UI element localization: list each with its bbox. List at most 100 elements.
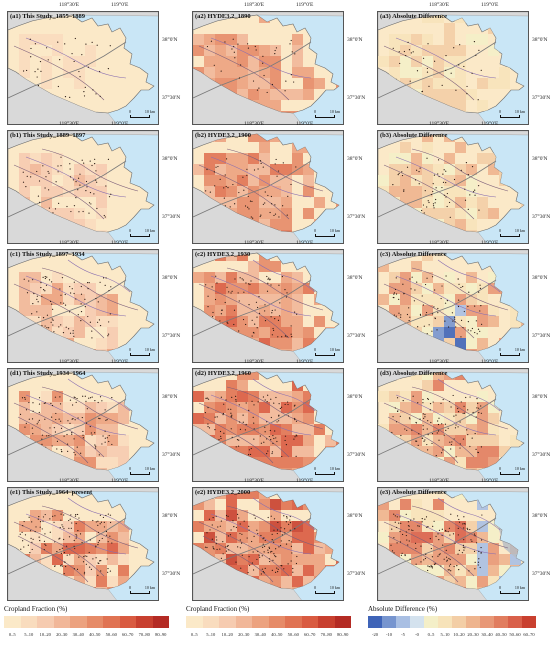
settlement-point — [408, 540, 410, 542]
settlement-point — [285, 296, 288, 298]
grid-cell — [281, 435, 292, 446]
grid-cell — [96, 587, 107, 589]
settlement-point — [288, 540, 290, 542]
settlement-point — [230, 408, 232, 410]
settlement-point — [409, 316, 411, 318]
settlement-point — [26, 292, 29, 294]
grid-cell — [270, 521, 281, 532]
grid-cell — [466, 457, 477, 468]
settlement-point — [284, 289, 286, 291]
settlement-point — [264, 567, 266, 570]
grid-cell — [422, 402, 433, 413]
grid-cell — [281, 208, 292, 219]
settlement-point — [480, 69, 482, 71]
scale-label-start: 0 — [499, 585, 501, 590]
settlement-point — [59, 288, 61, 290]
grid-cell — [433, 197, 444, 208]
settlement-point — [48, 207, 51, 209]
legend-swatch — [70, 616, 87, 628]
grid-cell — [226, 164, 237, 175]
settlement-point — [63, 552, 66, 554]
grid-cell — [226, 283, 237, 294]
grid-cell — [444, 305, 455, 316]
grid-cell — [433, 294, 444, 305]
map-svg — [378, 488, 528, 600]
longitude-label: 119°0'E — [481, 2, 499, 8]
grid-cell — [74, 305, 85, 316]
grid-cell — [455, 197, 466, 208]
settlement-point — [233, 526, 235, 528]
settlement-point — [270, 316, 272, 318]
grid-cell — [499, 446, 510, 457]
river-line — [411, 267, 509, 311]
settlement-point — [19, 533, 21, 535]
grid-cell — [466, 468, 477, 470]
grid-cell — [259, 100, 270, 111]
settlement-point — [463, 549, 465, 551]
settlement-point — [31, 313, 33, 315]
grid-cell — [226, 380, 237, 391]
legend-tick-label: 50–60 — [509, 632, 521, 637]
grid-cell — [259, 186, 270, 197]
settlement-point — [103, 214, 105, 217]
grid-cell — [259, 543, 270, 554]
settlement-point — [458, 521, 461, 523]
settlement-point — [109, 45, 111, 47]
highway-line — [193, 517, 312, 575]
grid-cell — [63, 327, 74, 338]
legend-swatch — [438, 616, 452, 628]
settlement-point — [76, 446, 78, 448]
settlement-point — [223, 187, 225, 189]
settlement-point — [437, 555, 439, 557]
river-line — [13, 164, 105, 220]
settlement-point — [395, 315, 397, 317]
grid-cell — [74, 521, 85, 532]
settlement-point — [478, 49, 480, 51]
settlement-point — [79, 533, 82, 535]
grid-cell — [292, 89, 303, 100]
grid-cell — [477, 391, 488, 402]
grid-cell — [259, 142, 270, 153]
settlement-point — [19, 413, 22, 415]
grid-cell — [433, 78, 444, 89]
settlement-point — [449, 558, 451, 561]
settlement-point — [476, 398, 478, 400]
grid-cell — [292, 413, 303, 424]
settlement-point — [462, 544, 465, 546]
settlement-point — [205, 397, 207, 399]
grid-cell — [433, 402, 444, 413]
grid-cell — [237, 67, 248, 78]
settlement-point — [73, 451, 75, 454]
settlement-point — [270, 284, 272, 286]
grid-cell — [63, 283, 74, 294]
legend-swatch — [103, 616, 120, 628]
settlement-point — [408, 49, 411, 51]
legend-swatch — [136, 616, 153, 628]
settlement-point — [214, 298, 217, 301]
settlement-point — [55, 418, 57, 421]
settlement-point — [463, 516, 465, 518]
settlement-point — [446, 192, 448, 195]
grid-cell — [488, 283, 499, 294]
settlement-point — [95, 445, 97, 447]
settlement-point — [227, 187, 229, 189]
grid-cell — [488, 208, 499, 219]
grid-cell — [336, 197, 339, 208]
grid-cell — [41, 402, 52, 413]
latitude-label: 37°30'N — [532, 95, 550, 101]
grid-cell — [30, 435, 41, 446]
highway-line — [378, 160, 497, 218]
settlement-point — [46, 314, 49, 316]
settlement-point — [458, 569, 460, 571]
settlement-point — [216, 282, 218, 284]
panel-title: (a2) HYDE3.2_1890 — [195, 13, 251, 20]
settlement-point — [424, 283, 427, 286]
longitude-label: 119°0'E — [296, 121, 314, 127]
grid-cell — [215, 316, 226, 327]
grid-cell — [521, 413, 524, 424]
latitude-label: 38°0'N — [532, 156, 548, 162]
settlement-point — [62, 332, 65, 334]
scale-bar-line — [315, 591, 335, 594]
grid-cell — [226, 45, 237, 56]
settlement-point — [470, 330, 472, 332]
